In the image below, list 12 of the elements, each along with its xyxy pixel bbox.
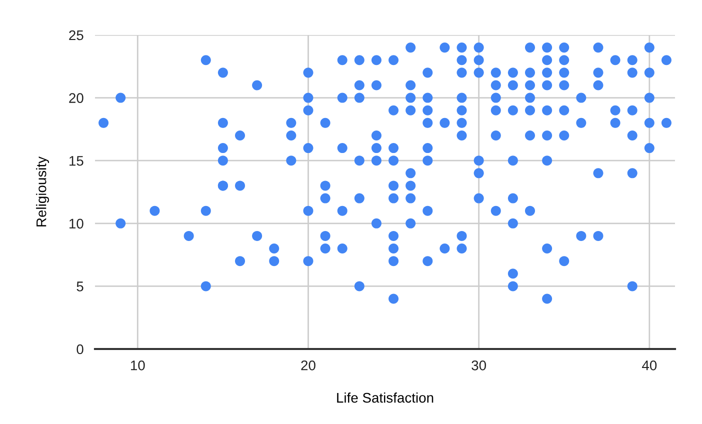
y-tick-label: 5 <box>76 282 84 292</box>
y-tick-label: 20 <box>69 93 84 103</box>
y-tick-label: 10 <box>70 218 84 229</box>
x-tick-label: 40 <box>642 360 657 370</box>
x-tick-label: 20 <box>301 360 316 370</box>
x-tick-label: 30 <box>472 360 486 370</box>
y-axis-title: Religiousity <box>36 156 49 226</box>
y-tick-label: 15 <box>70 156 84 166</box>
x-axis-title: Life Satisfaction <box>337 392 434 403</box>
y-tick-label: 0 <box>76 344 84 354</box>
y-tick-label: 25 <box>69 30 84 40</box>
x-tick-label: 10 <box>130 360 145 370</box>
